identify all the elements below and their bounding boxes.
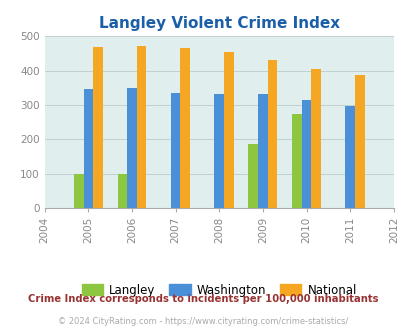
Bar <box>292 114 301 208</box>
Bar <box>258 94 267 208</box>
Bar <box>127 88 136 208</box>
Title: Langley Violent Crime Index: Langley Violent Crime Index <box>98 16 339 31</box>
Legend: Langley, Washington, National: Langley, Washington, National <box>77 279 360 302</box>
Bar <box>354 75 364 208</box>
Bar <box>117 174 127 208</box>
Bar <box>214 94 224 208</box>
Bar <box>345 106 354 208</box>
Bar <box>301 100 311 208</box>
Bar <box>136 46 146 208</box>
Bar <box>180 48 190 208</box>
Text: © 2024 CityRating.com - https://www.cityrating.com/crime-statistics/: © 2024 CityRating.com - https://www.city… <box>58 317 347 326</box>
Bar <box>93 47 102 208</box>
Bar <box>83 89 93 208</box>
Bar <box>171 93 180 208</box>
Bar <box>267 60 277 208</box>
Bar <box>224 52 233 208</box>
Bar <box>74 174 83 208</box>
Bar <box>248 145 258 208</box>
Text: Crime Index corresponds to incidents per 100,000 inhabitants: Crime Index corresponds to incidents per… <box>28 294 377 304</box>
Bar <box>311 69 320 208</box>
